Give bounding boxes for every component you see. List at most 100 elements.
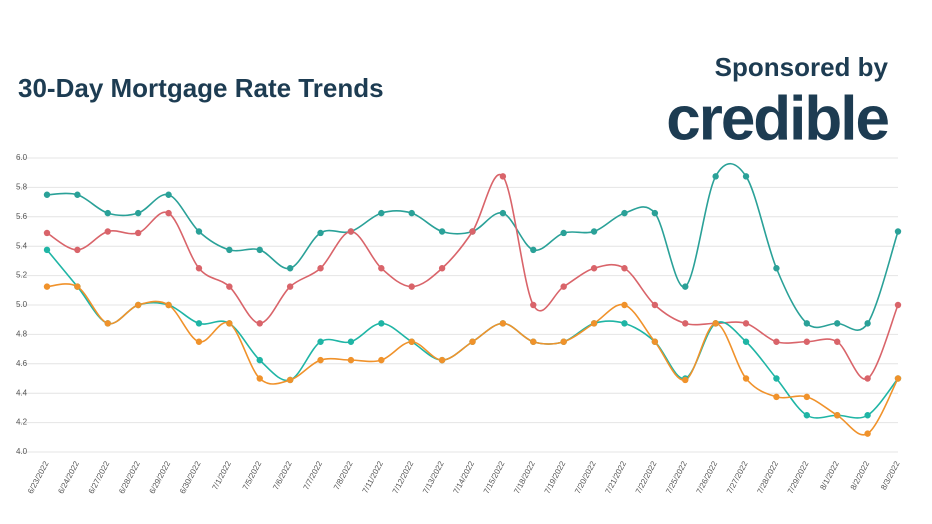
- data-point: [286, 283, 294, 290]
- data-point: [621, 320, 628, 327]
- data-point: [195, 228, 203, 235]
- data-point: [469, 228, 476, 235]
- x-tick-label: 6/28/2022: [117, 459, 142, 495]
- data-point: [590, 228, 598, 235]
- sponsor-label: Sponsored by: [715, 52, 889, 82]
- data-point: [894, 228, 902, 235]
- data-point: [256, 375, 263, 382]
- data-point: [894, 301, 902, 309]
- data-point: [195, 265, 203, 272]
- data-point: [773, 393, 780, 401]
- data-point: [104, 228, 111, 235]
- data-point: [438, 228, 446, 235]
- data-point: [378, 356, 385, 364]
- x-tick-label: 7/19/2022: [543, 459, 568, 495]
- data-point: [134, 209, 142, 217]
- data-point: [499, 209, 507, 217]
- x-tick-label: 6/27/2022: [87, 459, 112, 495]
- x-tick-label: 6/23/2022: [26, 459, 51, 495]
- data-point: [195, 338, 203, 345]
- data-point: [834, 412, 841, 419]
- data-point: [682, 283, 689, 290]
- data-point: [894, 375, 902, 382]
- data-point: [469, 338, 476, 345]
- data-point: [43, 229, 51, 237]
- series-line: [46, 283, 899, 436]
- data-point: [134, 229, 142, 237]
- x-tick-label: 8/3/2022: [879, 459, 902, 491]
- data-point: [773, 375, 780, 382]
- data-point: [651, 209, 659, 217]
- data-point: [803, 393, 811, 401]
- y-tick-label: 4.2: [16, 418, 28, 427]
- x-tick-label: 7/7/2022: [302, 459, 325, 491]
- data-point: [560, 283, 567, 290]
- data-point: [712, 320, 719, 327]
- data-point: [560, 338, 567, 345]
- data-point: [803, 320, 811, 327]
- x-tick-label: 7/13/2022: [421, 459, 446, 495]
- data-point: [74, 246, 81, 254]
- x-tick-label: 8/2/2022: [849, 459, 872, 491]
- data-point: [165, 209, 172, 217]
- data-point: [378, 265, 385, 272]
- y-tick-label: 5.2: [16, 271, 28, 280]
- data-point: [742, 338, 750, 345]
- chart-title: 30-Day Mortgage Rate Trends: [18, 73, 384, 103]
- data-point: [742, 375, 750, 382]
- data-point: [226, 246, 233, 254]
- data-point: [43, 191, 51, 198]
- y-tick-label: 4.4: [16, 388, 28, 397]
- data-point: [256, 246, 263, 254]
- data-point: [682, 376, 689, 384]
- data-point: [226, 320, 233, 327]
- x-tick-label: 7/26/2022: [695, 459, 720, 495]
- x-tick-label: 7/6/2022: [271, 459, 294, 491]
- data-point: [499, 173, 507, 180]
- y-tick-label: 5.6: [16, 212, 28, 221]
- data-point: [256, 320, 263, 327]
- x-tick-label: 8/1/2022: [818, 459, 841, 491]
- data-point: [195, 320, 203, 327]
- x-tick-label: 7/8/2022: [332, 459, 355, 491]
- series-line: [46, 173, 899, 380]
- data-point: [378, 209, 385, 217]
- data-point: [621, 301, 628, 309]
- x-tick-label: 7/1/2022: [210, 459, 233, 491]
- data-point: [530, 246, 537, 254]
- data-point: [104, 320, 111, 327]
- x-tick-label: 7/5/2022: [241, 459, 264, 491]
- data-point: [74, 283, 81, 290]
- data-point: [256, 356, 263, 364]
- data-point: [317, 356, 324, 364]
- x-tick-label: 7/14/2022: [451, 459, 476, 495]
- data-point: [773, 265, 780, 272]
- data-point: [864, 375, 871, 382]
- data-point: [742, 173, 750, 180]
- data-point: [408, 283, 415, 290]
- data-point: [651, 338, 659, 345]
- data-point: [682, 320, 689, 327]
- y-tick-label: 4.8: [16, 330, 28, 339]
- x-tick-label: 7/15/2022: [482, 459, 507, 495]
- data-point: [43, 283, 51, 290]
- data-point: [317, 229, 324, 237]
- data-point: [408, 209, 415, 217]
- y-tick-label: 4.6: [16, 359, 28, 368]
- data-point: [864, 430, 871, 437]
- y-tick-label: 5.8: [16, 183, 28, 192]
- data-point: [74, 191, 81, 198]
- data-point: [530, 301, 537, 309]
- data-point: [438, 356, 446, 364]
- data-point: [651, 301, 659, 309]
- data-point: [226, 283, 233, 290]
- data-point: [134, 301, 142, 309]
- x-tick-label: 7/21/2022: [603, 459, 628, 495]
- x-tick-label: 7/25/2022: [664, 459, 689, 495]
- data-point: [165, 301, 172, 309]
- data-point: [560, 229, 567, 237]
- data-point: [590, 265, 598, 272]
- data-point: [530, 338, 537, 345]
